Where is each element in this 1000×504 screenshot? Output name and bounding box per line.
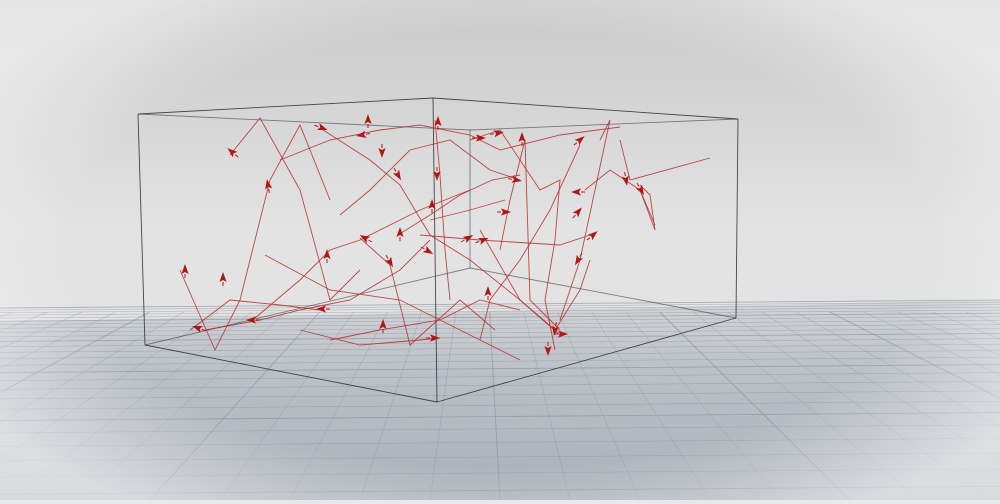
- ground-plane: [0, 300, 1000, 500]
